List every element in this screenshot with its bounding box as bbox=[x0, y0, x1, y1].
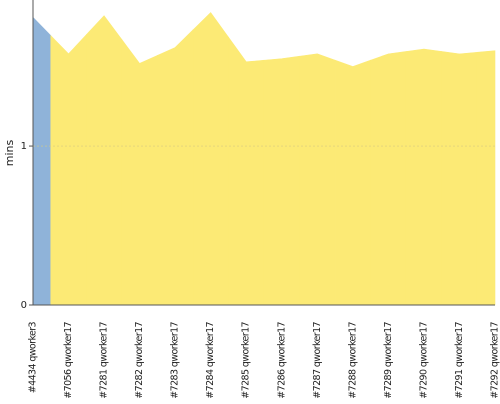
x-tick-label: #7285 qworker17 bbox=[241, 321, 252, 398]
x-tick-label: #4434 qworker3 bbox=[28, 321, 39, 393]
area-segment bbox=[406, 49, 442, 305]
x-tick-label: #7282 qworker17 bbox=[134, 321, 145, 398]
x-tick-label: #7287 qworker17 bbox=[312, 321, 323, 398]
x-tick-label: #7284 qworker17 bbox=[205, 321, 216, 398]
area-segment bbox=[193, 13, 229, 305]
area-segment bbox=[300, 54, 336, 305]
area-segment bbox=[442, 51, 478, 305]
x-tick-label: #7291 qworker17 bbox=[454, 321, 465, 398]
area-segment bbox=[33, 17, 51, 305]
x-tick-label: #7292 qworker17 bbox=[490, 321, 500, 398]
area-segment bbox=[228, 37, 264, 305]
area-segment bbox=[371, 51, 407, 305]
x-tick-label: #7283 qworker17 bbox=[170, 321, 181, 398]
area-segment bbox=[86, 16, 122, 305]
y-axis-label: mins bbox=[3, 139, 16, 166]
x-tick-label: #7281 qworker17 bbox=[99, 321, 110, 398]
area-segment bbox=[122, 40, 158, 305]
x-tick-label: #7289 qworker17 bbox=[383, 321, 394, 398]
area-segment bbox=[477, 51, 495, 305]
area-segment bbox=[335, 60, 371, 305]
x-tick-label: #7056 qworker17 bbox=[63, 321, 74, 398]
area-segment bbox=[51, 35, 87, 305]
area-segment bbox=[157, 30, 193, 305]
y-tick-label: 1 bbox=[21, 141, 27, 152]
x-tick-label: #7290 qworker17 bbox=[418, 321, 429, 398]
x-tick-label: #7288 qworker17 bbox=[347, 321, 358, 398]
y-tick-label: 0 bbox=[21, 300, 27, 311]
x-tick-label: #7286 qworker17 bbox=[276, 321, 287, 398]
area-segment bbox=[264, 56, 300, 305]
